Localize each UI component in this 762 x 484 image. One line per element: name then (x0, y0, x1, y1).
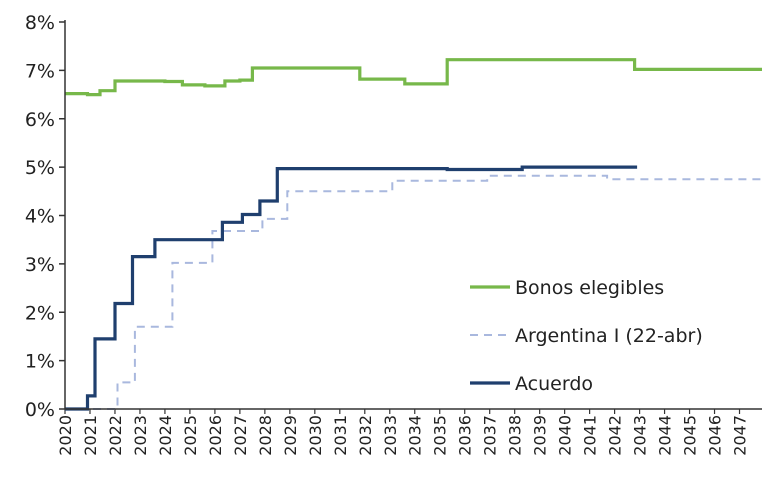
x-tick-label: 2027 (231, 415, 250, 456)
legend: Bonos elegibles Argentina I (22-abr) Acuer… (470, 277, 703, 395)
x-tick-label: 2035 (431, 415, 450, 456)
x-tick-label: 2023 (131, 415, 150, 456)
x-tick-label: 2031 (331, 415, 350, 456)
x-tick-label: 2046 (706, 415, 725, 456)
x-tick-label: 2045 (681, 415, 700, 456)
y-tick-label: 6% (25, 109, 55, 131)
x-tick-label: 2028 (256, 415, 275, 456)
x-tick-label: 2032 (356, 415, 375, 456)
y-tick-label: 4% (25, 206, 55, 228)
x-tick-label: 2024 (156, 415, 175, 456)
x-tick-label: 2021 (81, 415, 100, 456)
y-tick-label: 3% (25, 254, 55, 276)
x-tick-label: 2043 (631, 415, 650, 456)
x-tick-label: 2030 (306, 415, 325, 456)
series-lines (65, 58, 762, 411)
y-tick-label: 2% (25, 302, 55, 324)
x-tick-label: 2037 (481, 415, 500, 456)
x-tick-label: 2026 (206, 415, 225, 456)
x-tick-label: 2029 (281, 415, 300, 456)
series-line-0 (65, 58, 762, 97)
y-tick-label: 5% (25, 157, 55, 179)
y-axis-ticks: 0% 1% 2% 3% 4% 5% 6% 7% 8% (25, 12, 65, 421)
x-tick-label: 2033 (381, 415, 400, 456)
x-tick-label: 2036 (456, 415, 475, 456)
y-tick-label: 8% (25, 12, 55, 34)
x-tick-label: 2039 (531, 415, 550, 456)
series-line-2 (65, 165, 638, 411)
x-tick-label: 2042 (606, 415, 625, 456)
series-line-1 (65, 174, 762, 410)
legend-label-0: Bonos elegibles (515, 277, 664, 299)
y-tick-label: 0% (25, 399, 55, 421)
y-tick-label: 7% (25, 60, 55, 82)
x-tick-label: 2038 (506, 415, 525, 456)
legend-label-1: Argentina I (22-abr) (515, 325, 703, 347)
x-tick-label: 2020 (56, 415, 75, 456)
x-tick-label: 2040 (556, 415, 575, 456)
x-axis-ticks: 2020 2021 2022 2023 2024 2025 2026 2027 2028 2029… (56, 409, 750, 456)
x-tick-label: 2022 (106, 415, 125, 456)
x-tick-label: 2041 (581, 415, 600, 456)
legend-label-2: Acuerdo (515, 373, 593, 395)
x-tick-label: 2034 (406, 415, 425, 456)
x-tick-label: 2044 (656, 415, 675, 456)
y-tick-label: 1% (25, 351, 55, 373)
x-tick-label: 2025 (181, 415, 200, 456)
x-tick-label: 2047 (731, 415, 750, 456)
